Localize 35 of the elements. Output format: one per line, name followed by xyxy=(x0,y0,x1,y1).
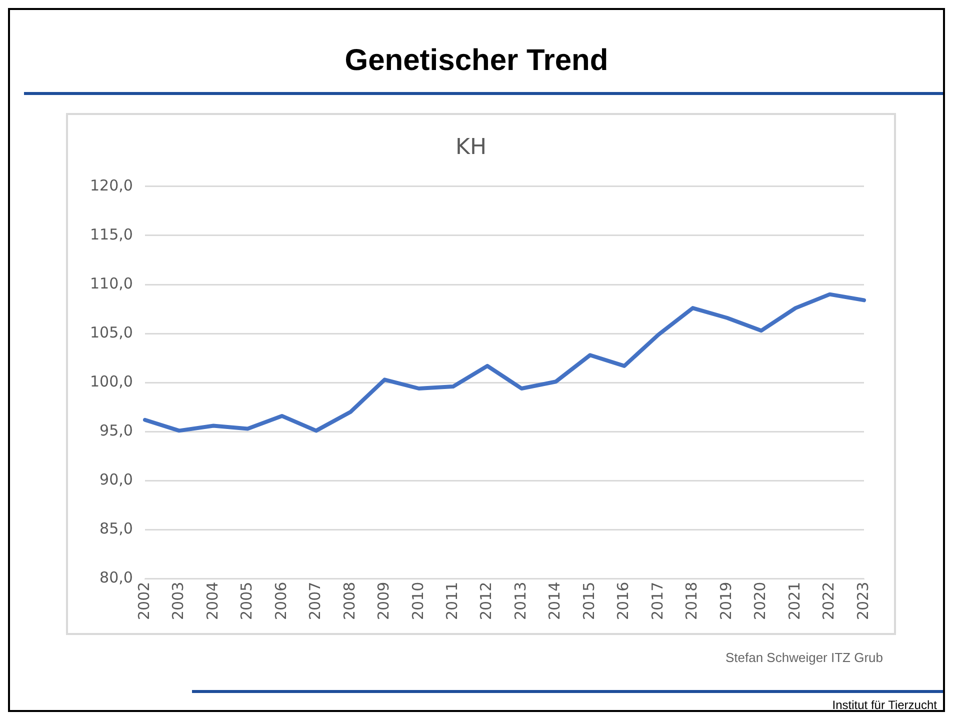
x-tick-label: 2022 xyxy=(820,582,838,620)
y-tick-label: 95,0 xyxy=(100,422,133,440)
x-tick-label: 2018 xyxy=(682,582,701,620)
x-tick-label: 2014 xyxy=(546,582,564,620)
x-tick-label: 2003 xyxy=(169,582,188,620)
chart-title: Genetischer Trend xyxy=(344,43,610,79)
y-tick-label: 115,0 xyxy=(90,225,133,244)
x-tick-label: 2017 xyxy=(648,582,666,620)
x-tick-label: 2002 xyxy=(134,582,153,620)
x-tick-label: 2009 xyxy=(374,582,393,620)
x-tick-label: 2023 xyxy=(854,582,872,620)
text: Stefan Schweiger ITZ Grub xyxy=(725,650,883,665)
chart-subtitle: KH xyxy=(456,134,486,160)
x-tick-label: 2005 xyxy=(238,582,256,620)
x-tick-label: 2020 xyxy=(751,582,770,620)
text: Institut für Tierzucht xyxy=(832,698,937,712)
y-tick-label: 90,0 xyxy=(100,470,133,489)
x-tick-label: 2016 xyxy=(614,582,632,620)
y-tick-label: 80,0 xyxy=(100,568,133,587)
y-tick-label: 120,0 xyxy=(90,176,133,194)
x-tick-label: 2013 xyxy=(511,582,530,620)
y-tick-label: 100,0 xyxy=(90,372,133,391)
y-tick-label: 85,0 xyxy=(100,520,133,538)
x-tick-label: 2007 xyxy=(306,582,324,620)
x-tick-label: 2019 xyxy=(716,582,735,620)
x-tick-label: 2006 xyxy=(272,582,290,620)
x-tick-label: 2010 xyxy=(408,582,427,620)
x-tick-label: 2004 xyxy=(203,582,222,620)
x-tick-label: 2015 xyxy=(580,582,598,620)
x-tick-label: 2012 xyxy=(477,582,496,620)
x-tick-label: 2021 xyxy=(785,582,804,620)
y-tick-label: 110,0 xyxy=(90,274,133,292)
x-tick-label: 2008 xyxy=(340,582,358,620)
x-tick-label: 2011 xyxy=(443,582,461,620)
y-tick-label: 105,0 xyxy=(90,323,133,342)
